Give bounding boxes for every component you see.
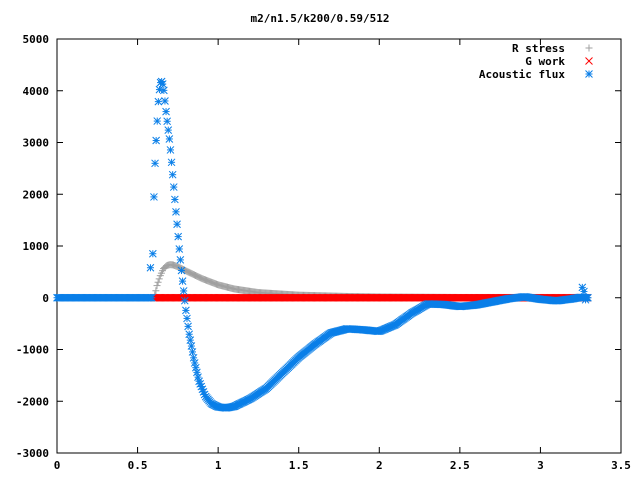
acoustic-flux-point xyxy=(184,322,192,331)
acoustic-flux-point xyxy=(167,158,176,167)
acoustic-flux-point xyxy=(154,97,163,106)
acoustic-flux-point xyxy=(166,146,175,154)
acoustic-flux-point xyxy=(179,287,188,295)
acoustic-flux-point xyxy=(162,107,170,116)
acoustic-flux-point xyxy=(148,249,157,258)
legend-label: Acoustic flux xyxy=(479,68,565,81)
y-tick-label: 0 xyxy=(42,292,49,305)
acoustic-flux-point xyxy=(151,159,159,168)
x-tick-label: 3.5 xyxy=(611,459,631,472)
acoustic-flux-point xyxy=(580,287,588,296)
y-tick-label: 1000 xyxy=(23,240,50,253)
r-stress-point xyxy=(155,275,163,283)
acoustic-flux-point xyxy=(581,295,590,304)
plot-area xyxy=(53,77,592,412)
acoustic-flux-point xyxy=(189,353,198,362)
acoustic-flux-point xyxy=(159,86,168,95)
x-tick-label: 0.5 xyxy=(128,459,148,472)
acoustic-flux-point xyxy=(191,363,200,372)
acoustic-flux-point xyxy=(178,277,187,285)
x-tick-label: 2 xyxy=(376,459,383,472)
acoustic-flux-point xyxy=(171,195,179,204)
y-tick-label: -2000 xyxy=(16,395,49,408)
y-axis: 5000 4000 3000 2000 1000 0 -1000 -2000 -3000 xyxy=(16,33,621,460)
acoustic-flux-point xyxy=(146,263,155,272)
r-stress-point xyxy=(152,287,160,295)
acoustic-flux-point xyxy=(164,126,173,134)
acoustic-flux-point xyxy=(163,117,172,126)
legend-label: G work xyxy=(525,55,565,68)
acoustic-flux-point xyxy=(152,136,160,145)
acoustic-flux-point xyxy=(176,256,185,264)
legend-marker xyxy=(585,70,593,78)
acoustic-flux-point xyxy=(161,97,169,105)
x-tick-label: 0 xyxy=(54,459,61,472)
acoustic-flux-point xyxy=(172,207,180,216)
y-tick-label: 2000 xyxy=(23,188,50,201)
acoustic-flux-point xyxy=(182,306,190,315)
acoustic-flux-point xyxy=(150,193,158,201)
acoustic-flux-point xyxy=(168,170,177,179)
acoustic-flux-point xyxy=(158,80,167,88)
acoustic-flux-point xyxy=(169,183,178,191)
acoustic-flux-point xyxy=(175,245,184,253)
y-tick-label: -3000 xyxy=(16,447,49,460)
legend-marker xyxy=(585,57,593,65)
y-tick-label: -1000 xyxy=(16,344,49,357)
acoustic-flux-point xyxy=(186,336,195,344)
acoustic-flux-point xyxy=(174,232,183,241)
acoustic-flux-point xyxy=(193,368,201,377)
x-tick-label: 1.5 xyxy=(289,459,309,472)
x-tick-label: 1 xyxy=(215,459,222,472)
plot-frame xyxy=(56,38,622,454)
acoustic-flux-point xyxy=(147,293,156,302)
legend-label: R stress xyxy=(512,42,565,55)
x-tick-label: 3 xyxy=(537,459,544,472)
y-tick-label: 3000 xyxy=(23,137,50,150)
acoustic-flux-point xyxy=(165,135,174,143)
chart-title: m2/n1.5/k200/0.59/512 xyxy=(250,12,389,25)
x-tick-label: 2.5 xyxy=(450,459,470,472)
r-stress-point xyxy=(153,282,161,290)
acoustic-flux-point xyxy=(190,359,199,367)
acoustic-flux-point xyxy=(173,220,181,229)
acoustic-flux-point xyxy=(180,296,189,305)
acoustic-flux-point xyxy=(177,266,186,275)
legend-marker xyxy=(585,44,593,52)
x-axis: 0 0.5 1 1.5 2 2.5 3 3.5 xyxy=(54,39,631,472)
acoustic-flux-point xyxy=(183,314,191,323)
y-tick-label: 4000 xyxy=(23,85,50,98)
r-stress-point xyxy=(154,278,162,286)
acoustic-flux-point xyxy=(153,117,162,125)
y-tick-label: 5000 xyxy=(23,33,50,46)
